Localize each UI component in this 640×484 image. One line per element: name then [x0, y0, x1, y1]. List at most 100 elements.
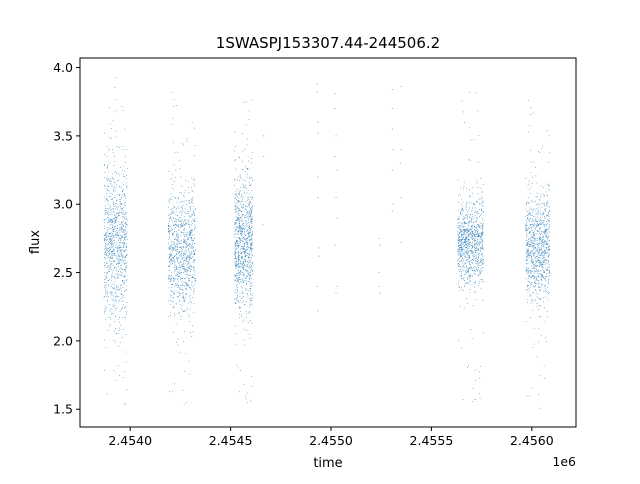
data-point [462, 210, 464, 212]
data-point [463, 223, 465, 225]
data-point [475, 234, 476, 236]
data-point [193, 250, 194, 252]
data-point [475, 240, 476, 241]
data-point [236, 227, 238, 229]
data-point [248, 233, 250, 234]
data-point [536, 256, 537, 257]
data-point [536, 356, 538, 358]
data-point [180, 288, 182, 290]
data-point [477, 226, 479, 228]
data-point [468, 231, 470, 232]
data-point [107, 227, 109, 228]
data-point [535, 283, 537, 285]
data-point [181, 285, 183, 286]
data-point [169, 248, 170, 250]
data-point [477, 193, 479, 195]
data-point [126, 174, 127, 176]
data-point [545, 241, 546, 242]
data-point [466, 248, 468, 250]
data-point [480, 261, 481, 263]
data-point [190, 269, 192, 270]
data-point [249, 206, 250, 208]
data-point [115, 205, 117, 207]
data-point [479, 258, 481, 260]
data-point [189, 300, 191, 302]
data-point [191, 198, 192, 200]
data-point [238, 367, 240, 369]
data-point [546, 232, 548, 234]
data-point [529, 213, 531, 215]
data-point [242, 214, 244, 216]
data-point [467, 270, 469, 272]
data-point [476, 263, 478, 264]
data-point [192, 219, 194, 220]
data-point [535, 175, 537, 177]
data-point [123, 221, 124, 222]
data-point [539, 262, 541, 264]
data-point [474, 207, 476, 209]
data-point [482, 281, 484, 283]
data-point [116, 229, 118, 231]
data-point [468, 235, 470, 237]
data-point [247, 230, 248, 232]
data-point [526, 230, 527, 232]
data-point [168, 247, 170, 249]
data-point [533, 235, 535, 236]
data-point [186, 276, 188, 278]
data-point [476, 234, 477, 236]
data-point [119, 201, 121, 202]
data-point [543, 272, 545, 273]
data-point [193, 311, 194, 313]
data-point [236, 277, 238, 279]
data-point [105, 305, 106, 307]
data-point [181, 309, 183, 311]
data-point [107, 250, 108, 251]
data-point [108, 190, 110, 191]
data-point [537, 215, 538, 217]
data-point [117, 248, 119, 250]
data-point [538, 341, 539, 343]
data-point [531, 208, 532, 210]
data-point [248, 160, 249, 162]
data-point [192, 331, 194, 333]
data-point [171, 92, 172, 93]
data-point [476, 180, 477, 182]
data-point [113, 245, 115, 247]
data-point [111, 242, 112, 244]
data-point [458, 237, 459, 239]
data-point [528, 277, 530, 279]
data-point [250, 209, 251, 211]
data-point [481, 237, 482, 239]
data-point [466, 238, 468, 240]
data-point [246, 240, 248, 241]
data-point [194, 227, 195, 229]
data-point [183, 246, 184, 247]
data-point [124, 202, 125, 204]
data-point [186, 273, 188, 275]
data-point [251, 222, 253, 224]
data-point [178, 313, 179, 314]
data-point [465, 241, 467, 242]
data-point [538, 316, 540, 317]
data-point [534, 209, 536, 211]
data-point [172, 217, 174, 219]
data-point [539, 270, 541, 272]
data-point [118, 321, 120, 323]
data-point [532, 292, 534, 294]
data-point [243, 339, 245, 341]
data-point [248, 219, 249, 221]
data-point [110, 221, 112, 223]
data-point [248, 211, 249, 213]
data-point [126, 267, 127, 269]
data-point [244, 226, 245, 228]
data-point [170, 274, 172, 276]
data-point [532, 292, 533, 293]
data-point [474, 240, 476, 242]
data-point [189, 233, 190, 235]
data-point [542, 251, 544, 253]
data-point [238, 193, 240, 194]
data-point [125, 216, 126, 218]
data-point [240, 230, 241, 232]
data-point [463, 181, 465, 183]
data-point [462, 210, 464, 211]
